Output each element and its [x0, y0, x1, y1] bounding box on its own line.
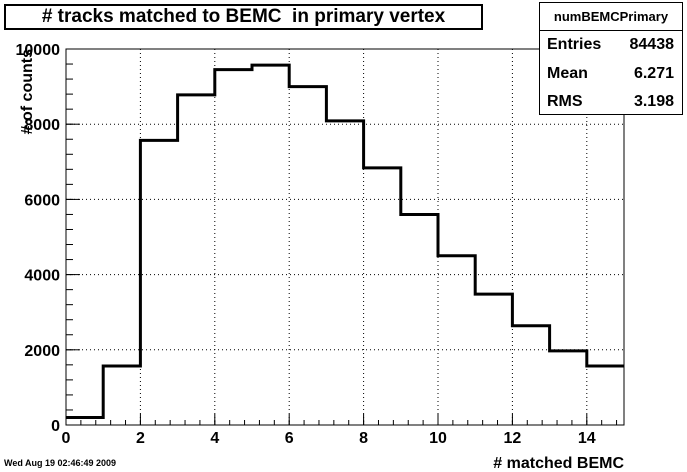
- y-tick-label: 0: [51, 418, 60, 435]
- stats-rms-row: RMS 3.198: [540, 88, 682, 117]
- y-tick-label: 8000: [24, 117, 60, 134]
- x-tick-label: 10: [429, 430, 447, 447]
- histogram-series: [66, 63, 624, 419]
- y-tick-label: 2000: [24, 343, 60, 360]
- stats-mean-value: 6.271: [633, 64, 674, 82]
- stats-entries-label: Entries: [547, 36, 602, 54]
- stats-entries-row: Entries 84438: [540, 31, 682, 60]
- stats-box: numBEMCPrimary Entries 84438 Mean 6.271 …: [539, 2, 683, 115]
- y-axis-title: # of counts: [19, 49, 36, 134]
- stats-rms-label: RMS: [547, 93, 583, 111]
- y-tick-label: 6000: [24, 192, 60, 209]
- footer-timestamp: Wed Aug 19 02:46:49 2009: [4, 458, 117, 468]
- x-tick-label: 12: [504, 430, 522, 447]
- x-tick-label: 0: [62, 430, 71, 447]
- stats-mean-row: Mean 6.271: [540, 60, 682, 89]
- tick-labels: 0 2 4 6 8 10 12 14 0 2000 4000 6000 8000 10000: [16, 42, 596, 447]
- axis-ticks: [65, 48, 618, 426]
- x-tick-label: 6: [285, 430, 294, 447]
- stats-mean-label: Mean: [547, 64, 588, 82]
- x-tick-label: 14: [578, 430, 596, 447]
- x-axis-title: # matched BEMC: [493, 455, 624, 472]
- x-tick-label: 2: [136, 430, 145, 447]
- chart-title: # tracks matched to BEMC in primary vert…: [4, 4, 483, 30]
- x-tick-label: 4: [210, 430, 219, 447]
- y-tick-label: 10000: [16, 42, 61, 59]
- stats-entries-value: 84438: [629, 36, 675, 54]
- grid-lines: [66, 49, 624, 425]
- stats-histogram-name: numBEMCPrimary: [540, 3, 682, 31]
- x-tick-label: 8: [359, 430, 368, 447]
- stats-rms-value: 3.198: [633, 93, 674, 111]
- plot-frame: [65, 48, 625, 426]
- y-tick-label: 4000: [24, 268, 60, 285]
